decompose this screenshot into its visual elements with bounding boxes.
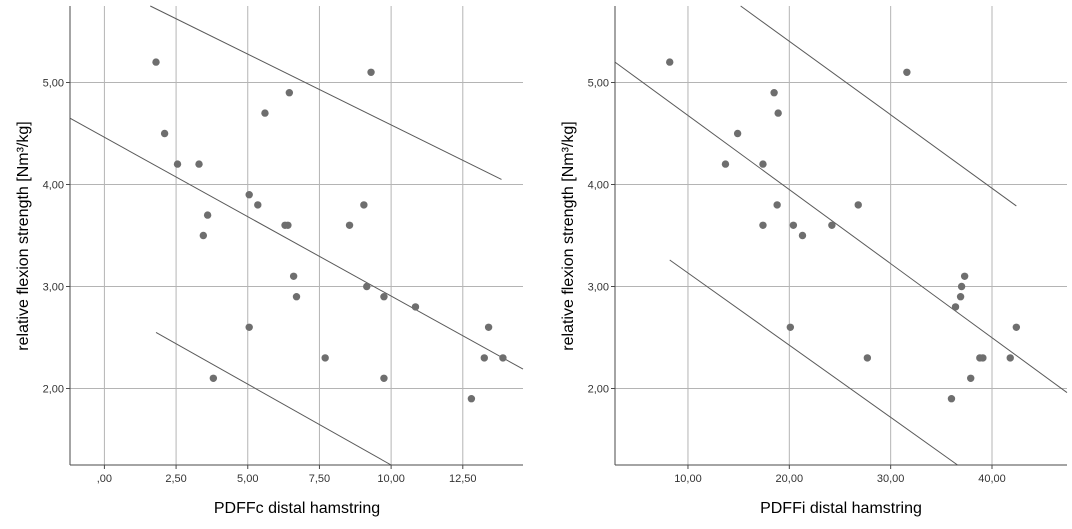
right-data-point	[770, 89, 778, 97]
right-data-point	[951, 303, 960, 311]
left-x-tick-label: 10,00	[377, 473, 405, 485]
left-chart: ,00 2,50 5,00 7,50 10,00 12,50 2,00 3,00 4,00 5,0…	[15, 5, 524, 517]
left-upper-bound-line	[150, 5, 502, 180]
right-x-tick-label: 30,00	[877, 473, 905, 485]
left-data-point	[484, 323, 493, 331]
left-x-axis-title: PDFFc distal hamstring	[214, 500, 380, 517]
right-x-tick-label: 10,00	[674, 473, 702, 485]
right-data-point	[957, 282, 966, 291]
left-x-tick-label: 5,00	[237, 473, 258, 485]
right-x-axis-title: PDFFi distal hamstring	[760, 500, 922, 517]
left-data-point	[411, 303, 420, 311]
left-data-point	[380, 293, 388, 301]
left-data-point	[254, 201, 262, 209]
left-data-point	[360, 201, 368, 209]
left-data-point	[321, 354, 329, 362]
right-x-tick-label: 20,00	[776, 473, 804, 485]
left-y-tick-label: 2,00	[43, 384, 64, 396]
left-lower-bound-line	[155, 331, 392, 466]
right-x-tick-label: 40,00	[978, 473, 1006, 485]
left-ticks: ,00 2,50 5,00 7,50 10,00 12,50 2,00 3,00 4,00 5,0…	[43, 78, 477, 486]
left-data-point	[173, 160, 182, 168]
right-upper-bound-line	[740, 5, 1017, 207]
left-data-point	[292, 293, 301, 301]
left-data-point	[363, 282, 371, 291]
left-data-point	[380, 374, 388, 382]
left-x-tick-label: 7,50	[309, 473, 330, 485]
right-chart: 10,00 20,00 30,00 40,00 2,00 3,00 4,00 5,00 PDF…	[560, 5, 1068, 517]
left-data-point	[203, 211, 212, 219]
right-data-point	[863, 354, 872, 362]
right-grid	[615, 6, 1067, 465]
left-data-point	[284, 221, 292, 229]
right-data-point	[854, 201, 862, 209]
right-data-point	[947, 395, 956, 403]
left-y-tick-label: 5,00	[43, 78, 64, 90]
right-data-point	[960, 272, 969, 280]
left-data-point	[499, 354, 507, 362]
right-data-point	[759, 221, 767, 229]
left-data-point	[245, 191, 253, 199]
right-y-tick-label: 5,00	[588, 78, 609, 90]
right-data-point	[759, 160, 767, 168]
right-data-point	[1006, 354, 1014, 362]
left-data-point	[261, 109, 269, 117]
left-data-point	[467, 395, 476, 403]
right-data-point	[786, 323, 795, 331]
right-data-point	[1012, 323, 1021, 331]
left-x-tick-label: 12,50	[449, 473, 477, 485]
right-data-point	[789, 221, 798, 229]
right-data-point	[773, 201, 781, 209]
left-grid	[70, 6, 523, 465]
left-fit-line	[69, 117, 524, 370]
right-lines	[614, 5, 1068, 466]
right-data-point	[979, 354, 987, 362]
right-fit-line	[614, 61, 1068, 393]
right-data-point	[798, 231, 807, 240]
right-lower-bound-line	[669, 259, 958, 466]
right-axes	[614, 6, 1067, 466]
right-y-tick-label: 3,00	[588, 282, 609, 294]
left-y-axis-title: relative flexion strength [Nm³/kg]	[15, 121, 32, 350]
left-data-point	[245, 323, 253, 331]
left-points	[152, 58, 507, 403]
left-data-point	[209, 374, 218, 382]
left-axes	[69, 6, 523, 466]
left-x-tick-label: 2,50	[165, 473, 186, 485]
right-points	[666, 58, 1021, 403]
right-data-point	[733, 129, 742, 138]
left-data-point	[160, 129, 169, 138]
right-data-point	[903, 68, 911, 77]
right-data-point	[828, 221, 836, 229]
right-data-point	[721, 160, 730, 168]
left-data-point	[285, 89, 294, 97]
right-data-point	[967, 374, 975, 382]
left-data-point	[152, 58, 160, 66]
left-y-tick-label: 4,00	[43, 180, 64, 192]
left-lines	[69, 5, 524, 466]
right-y-tick-label: 2,00	[588, 384, 609, 396]
left-data-point	[289, 272, 298, 280]
left-data-point	[345, 221, 354, 229]
right-data-point	[774, 109, 782, 117]
left-x-tick-label: ,00	[97, 473, 112, 485]
right-data-point	[666, 58, 674, 66]
left-data-point	[367, 68, 375, 77]
left-data-point	[195, 160, 203, 168]
left-y-tick-label: 3,00	[43, 282, 64, 294]
left-data-point	[199, 231, 208, 240]
left-data-point	[480, 354, 488, 362]
right-y-axis-title: relative flexion strength [Nm³/kg]	[560, 121, 577, 350]
right-data-point	[956, 293, 965, 301]
right-ticks: 10,00 20,00 30,00 40,00 2,00 3,00 4,00 5,00	[588, 78, 1006, 486]
right-y-tick-label: 4,00	[588, 180, 609, 192]
